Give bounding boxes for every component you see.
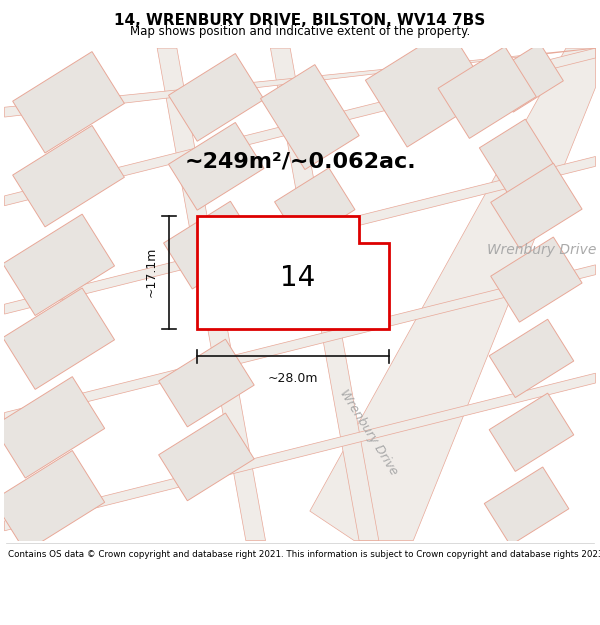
Text: ~17.1m: ~17.1m (144, 247, 157, 298)
Polygon shape (3, 288, 115, 389)
Polygon shape (4, 48, 596, 206)
Polygon shape (4, 156, 596, 314)
Polygon shape (310, 48, 596, 541)
Text: 14, WRENBURY DRIVE, BILSTON, WV14 7BS: 14, WRENBURY DRIVE, BILSTON, WV14 7BS (115, 14, 485, 29)
Polygon shape (479, 119, 554, 194)
Polygon shape (4, 48, 596, 117)
Polygon shape (158, 339, 254, 427)
Polygon shape (260, 64, 359, 169)
Polygon shape (197, 216, 389, 329)
Polygon shape (3, 214, 115, 316)
Text: Contains OS data © Crown copyright and database right 2021. This information is : Contains OS data © Crown copyright and d… (8, 550, 600, 559)
Polygon shape (169, 54, 264, 141)
Polygon shape (484, 467, 569, 545)
Text: Map shows position and indicative extent of the property.: Map shows position and indicative extent… (130, 26, 470, 39)
Polygon shape (489, 319, 574, 398)
Polygon shape (13, 126, 124, 227)
Polygon shape (157, 48, 266, 541)
Polygon shape (169, 122, 264, 210)
Text: ~28.0m: ~28.0m (268, 372, 318, 385)
Polygon shape (4, 373, 596, 531)
Polygon shape (271, 48, 379, 541)
Polygon shape (0, 377, 104, 478)
Polygon shape (491, 163, 582, 248)
Polygon shape (489, 393, 574, 471)
Polygon shape (0, 451, 104, 552)
Polygon shape (438, 46, 536, 138)
Polygon shape (275, 168, 355, 244)
Text: Wrenbury Drive: Wrenbury Drive (337, 387, 401, 478)
Polygon shape (365, 28, 491, 147)
Text: ~249m²/~0.062ac.: ~249m²/~0.062ac. (184, 151, 416, 171)
Polygon shape (158, 413, 254, 501)
Polygon shape (4, 265, 596, 422)
Polygon shape (164, 201, 259, 289)
Text: 14: 14 (280, 264, 315, 292)
Polygon shape (491, 237, 582, 322)
Polygon shape (13, 52, 124, 153)
Polygon shape (490, 43, 563, 112)
Text: Wrenbury Drive: Wrenbury Drive (487, 243, 596, 257)
